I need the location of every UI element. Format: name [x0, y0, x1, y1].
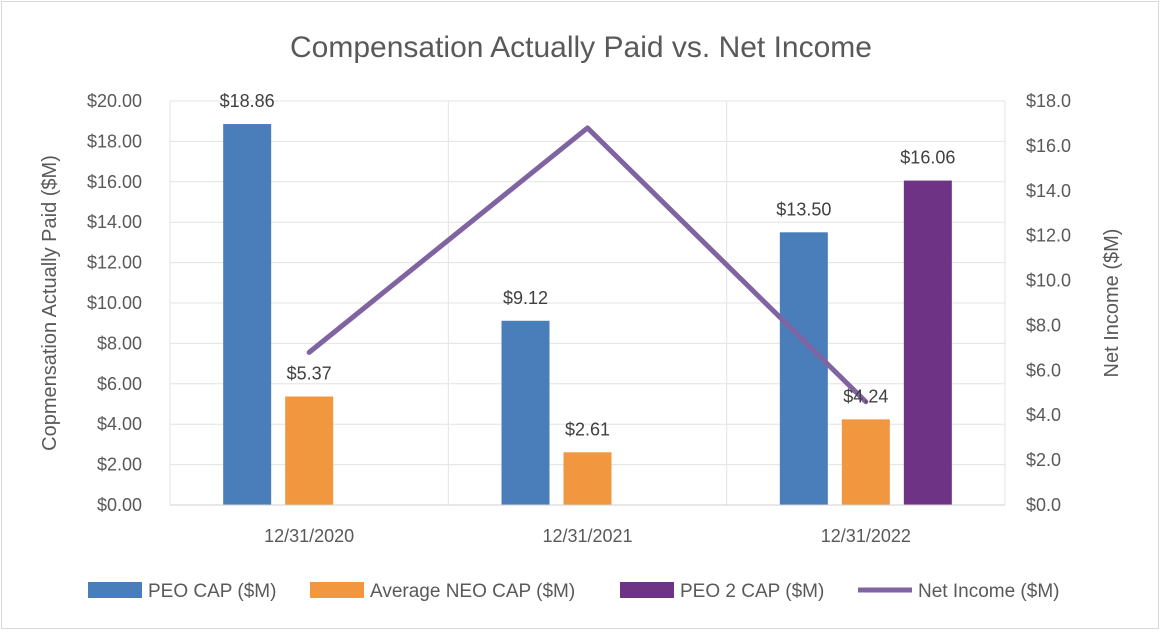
- y2-tick-label: $2.0: [1026, 450, 1061, 470]
- y-tick-label: $6.00: [97, 374, 142, 394]
- x-tick-label: 12/31/2020: [264, 526, 354, 546]
- y-tick-label: $14.00: [87, 212, 142, 232]
- bar-data-label: $4.24: [843, 386, 888, 406]
- legend-label: PEO CAP ($M): [148, 581, 276, 602]
- y2-tick-label: $8.0: [1026, 315, 1061, 335]
- y-tick-label: $12.00: [87, 253, 142, 273]
- legend-label: Net Income ($M): [918, 581, 1059, 602]
- bar-data-label: $9.12: [503, 288, 548, 308]
- data-labels: $18.86 $5.37 $9.12 $2.61 $13.50 $4.24 $16.06: [220, 91, 956, 439]
- y2-tick-label: $16.0: [1026, 136, 1071, 156]
- y2-tick-label: $4.0: [1026, 405, 1061, 425]
- y-tick-label: $8.00: [97, 333, 142, 353]
- y2-tick-label: $0.0: [1026, 495, 1061, 515]
- y-tick-label: $10.00: [87, 293, 142, 313]
- bar: [223, 124, 272, 505]
- y-tick-label: $4.00: [97, 414, 142, 434]
- y2-tick-label: $14.0: [1026, 181, 1071, 201]
- bar: [501, 320, 550, 505]
- y-tick-label: $20.00: [87, 91, 142, 111]
- bar: [841, 419, 890, 505]
- y-tick-label: $18.00: [87, 131, 142, 151]
- y2-tick-label: $10.0: [1026, 271, 1071, 291]
- legend-label: PEO 2 CAP ($M): [680, 581, 824, 602]
- legend-label: Average NEO CAP ($M): [370, 581, 575, 602]
- y-tick-label: $2.00: [97, 455, 142, 475]
- y2-axis-title: Net Income ($M): [1101, 229, 1123, 378]
- net-income-line-group: [306, 125, 869, 405]
- legend-swatch: [88, 582, 142, 598]
- bar: [285, 396, 334, 505]
- y-tick-label: $16.00: [87, 172, 142, 192]
- bar: [779, 232, 828, 506]
- bar-data-label: $13.50: [776, 199, 831, 219]
- net-income-line: [306, 125, 869, 405]
- y-tick-label: $0.00: [97, 495, 142, 515]
- y2-tick-label: $12.0: [1026, 226, 1071, 246]
- bars: [223, 124, 952, 506]
- bar-data-label: $18.86: [220, 91, 275, 111]
- legend-swatch: [310, 582, 364, 598]
- bar-data-label: $5.37: [287, 364, 332, 384]
- axes: $0.00 $2.00 $4.00 $6.00 $8.00 $10.00 $12.00 $14…: [87, 91, 1071, 546]
- x-tick-label: 12/31/2022: [821, 526, 911, 546]
- x-tick-label: 12/31/2021: [542, 526, 632, 546]
- legend-swatch: [620, 582, 674, 598]
- chart-title: Compensation Actually Paid vs. Net Incom…: [290, 31, 872, 64]
- legend: PEO CAP ($M) Average NEO CAP ($M) PEO 2 CA…: [88, 581, 1059, 602]
- bar-data-label: $16.06: [900, 148, 955, 168]
- bar-data-label: $2.61: [565, 419, 610, 439]
- y2-tick-label: $18.0: [1026, 91, 1071, 111]
- y-axis-title: Copmensation Actually Paid ($M): [39, 155, 61, 451]
- y2-tick-label: $6.0: [1026, 360, 1061, 380]
- bar: [903, 180, 952, 505]
- bar: [563, 452, 612, 505]
